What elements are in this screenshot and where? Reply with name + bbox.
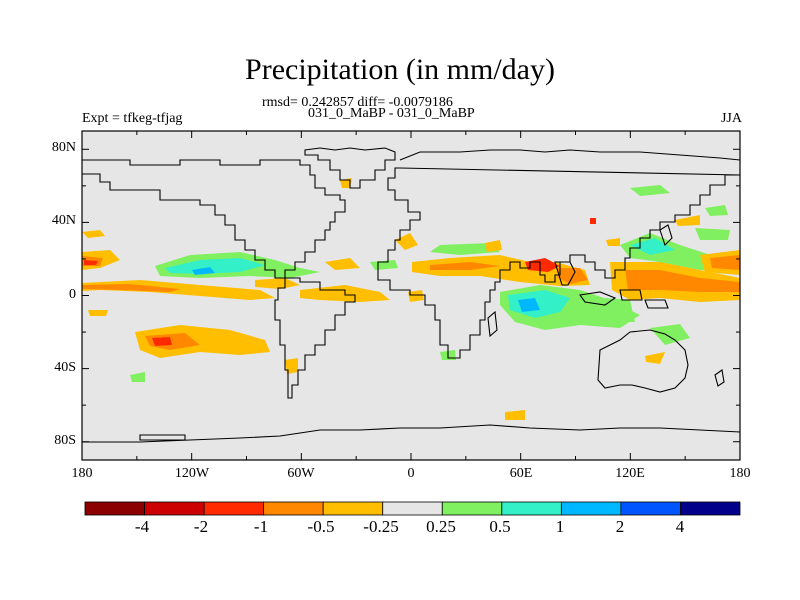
anomaly-patch: [650, 324, 690, 345]
anomaly-patch: [192, 267, 215, 275]
coastlines: [82, 147, 740, 443]
colorbar-label: -4: [134, 517, 150, 536]
colorbar-swatch: [322, 501, 384, 516]
anomaly-patch: [505, 410, 525, 420]
y-tick-label: 0: [69, 287, 76, 302]
map-title: Precipitation (in mm/day): [245, 53, 555, 86]
anomaly-patch: [430, 262, 500, 270]
anomaly-patch: [255, 278, 300, 289]
anomaly-patch: [518, 298, 540, 312]
anomaly-patch: [82, 284, 180, 292]
colorbar-swatch: [263, 501, 324, 516]
x-tick-label: 180: [71, 466, 93, 481]
colorbar-swatch: [501, 501, 562, 516]
anomaly-patch: [625, 270, 740, 292]
colorbar-label: 0.25: [426, 517, 456, 536]
anomaly-patch: [152, 337, 172, 346]
anomaly-patch: [606, 238, 620, 246]
colorbar-label: 0.5: [489, 517, 511, 536]
madagascar-coast: [487, 310, 498, 338]
colorbar-swatch: [144, 501, 205, 516]
ross-ice-coast: [139, 434, 186, 441]
colorbar-label: 2: [615, 517, 625, 536]
colorbar-swatch: [84, 501, 145, 516]
season-label: JJA: [720, 111, 742, 126]
x-tick-label: 120E: [615, 466, 645, 481]
antarctica-coast: [82, 424, 740, 443]
x-tick-label: 120W: [174, 466, 210, 481]
anomaly-patch: [695, 228, 730, 240]
anomaly-patch: [630, 185, 670, 196]
japan-coast: [659, 224, 673, 247]
colorbar-label: -0.25: [363, 517, 399, 536]
anomaly-patch: [88, 310, 108, 316]
anomaly-patch: [395, 233, 418, 250]
y-tick-label: 40S: [54, 360, 76, 375]
anomaly-patch: [84, 260, 98, 265]
new-zealand-coast: [714, 369, 725, 387]
y-tick-label: 80N: [51, 140, 76, 155]
experiment-label: Expt = tfkeg-tfjag: [82, 111, 183, 126]
anomaly-patch: [325, 258, 360, 270]
colorbar-swatch: [441, 501, 503, 516]
anomaly-patch: [430, 243, 500, 255]
colorbar-swatch: [620, 501, 681, 516]
anomaly-patch: [645, 352, 665, 364]
anomaly-patch: [370, 260, 398, 270]
greenland-coast: [304, 147, 396, 189]
south-america-coast: [274, 277, 356, 399]
anomaly-patch: [165, 258, 265, 274]
anomaly-patch: [710, 255, 740, 270]
x-tick-label: 0: [407, 466, 415, 481]
india-coast: [554, 261, 576, 286]
colorbar-swatch: [680, 501, 741, 516]
anomaly-patch: [285, 358, 298, 374]
x-tick-label: 60W: [287, 466, 315, 481]
colorbar-label: -0.5: [307, 517, 335, 536]
x-tick-label: 60E: [509, 466, 533, 481]
australia-coast: [597, 329, 689, 393]
eurasia-africa-coast: [377, 149, 740, 359]
anomaly-patch: [590, 218, 596, 224]
run-line: 031_0_MaBP - 031_0_MaBP: [308, 106, 475, 121]
tick-marks: [81, 131, 741, 460]
colorbar-swatch: [382, 501, 443, 516]
colorbar: [84, 501, 741, 516]
anomaly-patch: [630, 238, 675, 255]
anomaly-patch: [130, 372, 145, 382]
y-tick-label: 80S: [54, 433, 76, 448]
anomaly-patch: [485, 240, 502, 252]
colorbar-label: 1: [555, 517, 565, 536]
north-america-coast: [82, 159, 346, 279]
colorbar-swatch: [560, 501, 622, 516]
anomaly-patch: [82, 230, 105, 238]
colorbar-label: -1: [253, 517, 269, 536]
colorbar-swatch: [203, 501, 265, 516]
colorbar-label: -2: [193, 517, 209, 536]
anomaly-patch: [605, 298, 635, 322]
y-tick-label: 40N: [51, 213, 76, 228]
stats-line: rmsd= 0.242857 diff= -0.0079186: [262, 95, 453, 110]
anomaly-patch: [408, 290, 424, 302]
x-tick-label: 180: [729, 466, 751, 481]
maritime-continent-coast: [579, 289, 669, 309]
anomaly-patch: [705, 205, 728, 216]
anomaly-patch: [675, 215, 700, 226]
colorbar-label: 4: [675, 517, 685, 536]
